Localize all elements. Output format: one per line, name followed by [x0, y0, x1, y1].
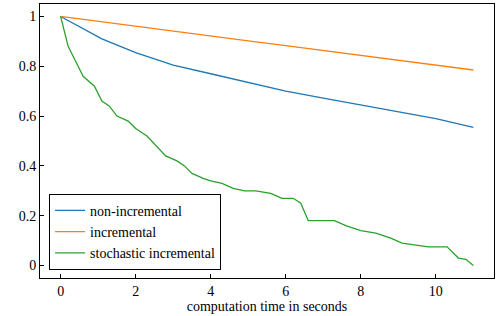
svg-text:1: 1	[29, 9, 36, 24]
svg-text:0.2: 0.2	[19, 209, 37, 224]
svg-text:4: 4	[207, 284, 214, 299]
svg-text:10: 10	[429, 284, 443, 299]
svg-text:stochastic incremental: stochastic incremental	[90, 246, 215, 261]
svg-text:incremental: incremental	[90, 225, 156, 240]
svg-text:2: 2	[132, 284, 139, 299]
svg-text:6: 6	[282, 284, 289, 299]
svg-text:0.8: 0.8	[19, 59, 37, 74]
svg-text:0.6: 0.6	[19, 109, 37, 124]
svg-text:non-incremental: non-incremental	[90, 204, 182, 219]
svg-text:0: 0	[29, 258, 36, 273]
svg-text:0: 0	[57, 284, 64, 299]
svg-text:computation time in seconds: computation time in seconds	[187, 299, 348, 314]
svg-text:8: 8	[357, 284, 364, 299]
svg-text:0.4: 0.4	[19, 159, 37, 174]
